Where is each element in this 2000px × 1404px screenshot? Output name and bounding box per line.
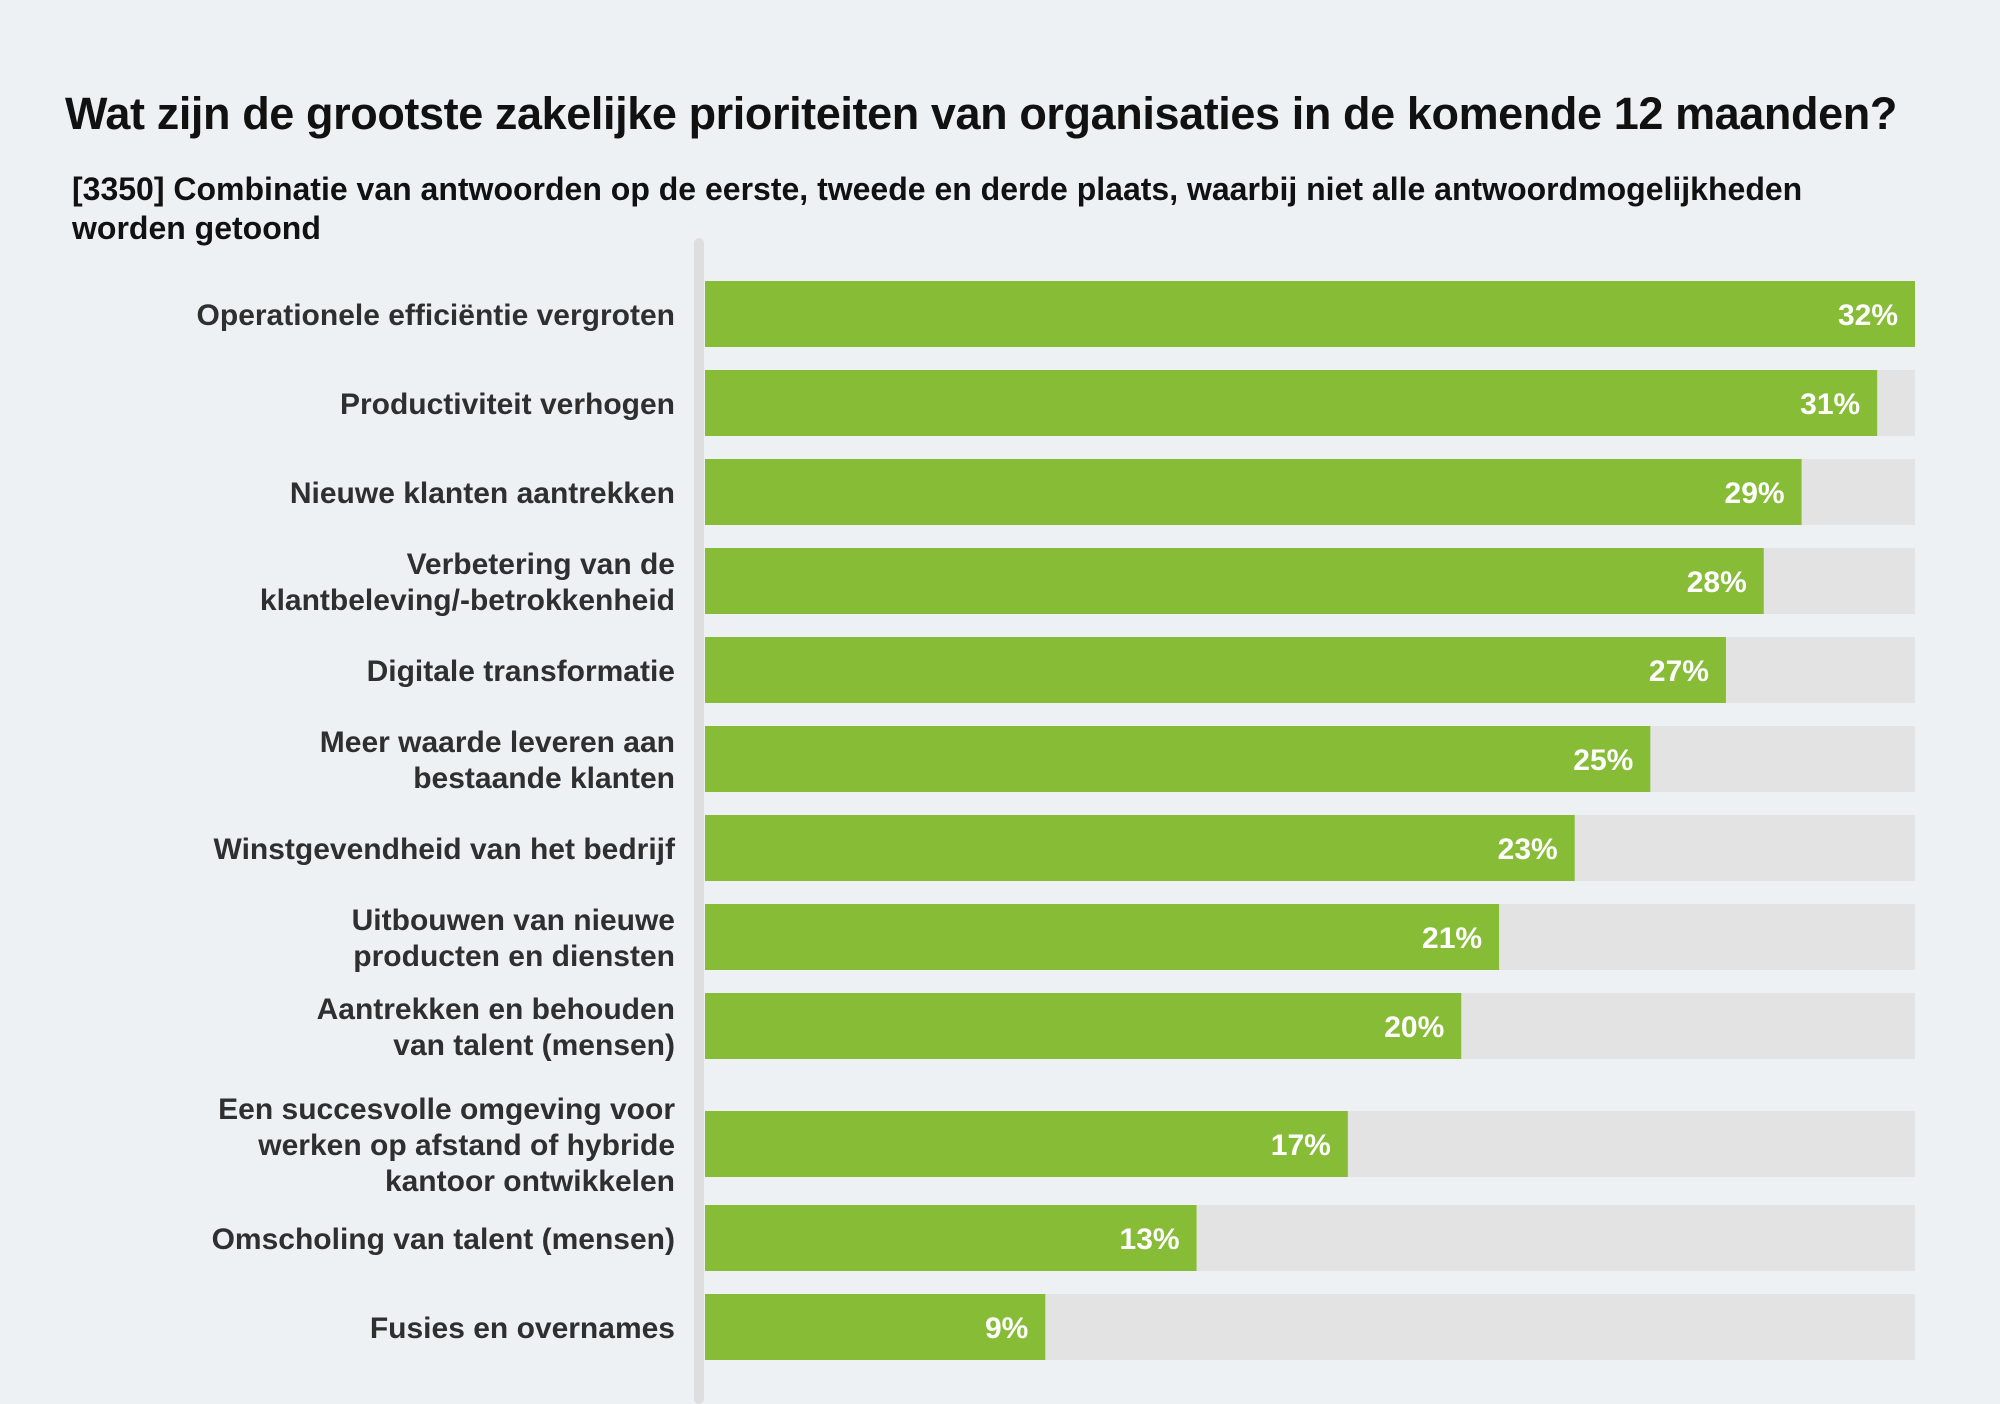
chart-title: Wat zijn de grootste zakelijke prioritei… bbox=[65, 88, 1897, 139]
bar bbox=[705, 370, 1878, 436]
category-label: Fusies en overnames bbox=[370, 1312, 675, 1345]
category-label-line: producten en diensten bbox=[353, 940, 675, 973]
bar bbox=[705, 993, 1462, 1059]
category-label: Operationele efficiëntie vergroten bbox=[197, 299, 675, 332]
data-label: 28% bbox=[1687, 566, 1747, 599]
category-label-line: Operationele efficiëntie vergroten bbox=[197, 299, 675, 332]
category-label-line: Nieuwe klanten aantrekken bbox=[290, 477, 675, 510]
category-label-line: klantbeleving/-betrokkenheid bbox=[260, 584, 675, 617]
category-label-line: Een succesvolle omgeving voor bbox=[218, 1093, 675, 1126]
data-label: 21% bbox=[1422, 922, 1482, 955]
chart-subtitle: [3350] Combinatie van antwoorden op de e… bbox=[72, 171, 1803, 246]
category-label-line: kantoor ontwikkelen bbox=[385, 1165, 675, 1198]
data-label: 20% bbox=[1384, 1011, 1444, 1044]
data-label: 32% bbox=[1838, 299, 1898, 332]
data-label: 31% bbox=[1800, 388, 1860, 421]
category-label: Winstgevendheid van het bedrijf bbox=[214, 833, 676, 866]
category-label-line: Uitbouwen van nieuwe bbox=[352, 904, 675, 937]
category-label: Verbetering van de klantbeleving/-betrokk… bbox=[260, 548, 675, 617]
category-label: Uitbouwen van nieuwe producten en dienste… bbox=[352, 904, 675, 973]
category-label: Meer waarde leveren aan bestaande klanten bbox=[320, 726, 675, 795]
data-label: 13% bbox=[1120, 1223, 1180, 1256]
data-label: 9% bbox=[985, 1312, 1028, 1345]
bar bbox=[705, 815, 1575, 881]
bar bbox=[705, 548, 1764, 614]
category-label-line: Omscholing van talent (mensen) bbox=[212, 1223, 675, 1256]
data-label: 29% bbox=[1725, 477, 1785, 510]
category-label-line: Productiviteit verhogen bbox=[340, 388, 675, 421]
bar bbox=[705, 726, 1651, 792]
bar bbox=[705, 1205, 1197, 1271]
category-label: Aantrekken en behouden van talent (mensen… bbox=[317, 993, 675, 1062]
category-label-line: Meer waarde leveren aan bbox=[320, 726, 675, 759]
data-label: 17% bbox=[1271, 1129, 1331, 1162]
bar bbox=[705, 459, 1802, 525]
category-label: Nieuwe klanten aantrekken bbox=[290, 477, 675, 510]
category-label-line: Digitale transformatie bbox=[367, 655, 675, 688]
category-label-line: werken op afstand of hybride bbox=[257, 1129, 675, 1162]
data-label: 23% bbox=[1498, 833, 1558, 866]
category-label-line: bestaande klanten bbox=[413, 762, 675, 795]
category-label-line: Fusies en overnames bbox=[370, 1312, 675, 1345]
category-label: Digitale transformatie bbox=[367, 655, 675, 688]
category-label-line: Winstgevendheid van het bedrijf bbox=[214, 833, 676, 866]
category-label-line: Aantrekken en behouden bbox=[317, 993, 675, 1026]
bar bbox=[705, 1111, 1348, 1177]
category-label-line: van talent (mensen) bbox=[393, 1029, 675, 1062]
bar bbox=[705, 637, 1726, 703]
category-label: Omscholing van talent (mensen) bbox=[212, 1223, 675, 1256]
bar bbox=[705, 281, 1915, 347]
data-label: 25% bbox=[1573, 744, 1633, 777]
category-label: Productiviteit verhogen bbox=[340, 388, 675, 421]
bar bbox=[705, 904, 1500, 970]
y-axis-line bbox=[694, 238, 704, 1404]
bar bbox=[705, 1294, 1046, 1360]
category-label-line: Verbetering van de bbox=[407, 548, 675, 581]
data-label: 27% bbox=[1649, 655, 1709, 688]
category-label: Een succesvolle omgeving voor werken op a… bbox=[218, 1093, 675, 1198]
